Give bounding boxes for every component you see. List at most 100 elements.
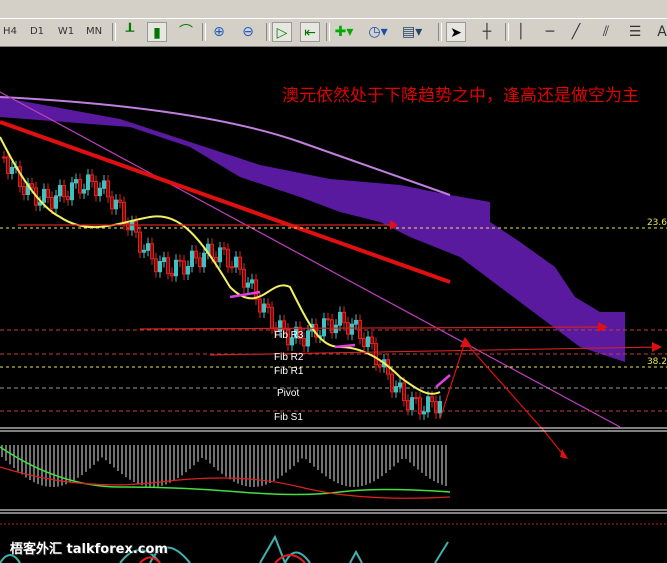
watermark-site: talkforex.com <box>66 542 168 557</box>
toolbar: H4 D1 W1 MN ┸ ▮ ⌒ ⊕ ⊖ ▷ ⇤ ✚▾ ◷▾ ▤▾ ➤ ┼ │… <box>0 0 667 47</box>
watermark: 梧客外汇 talkforex.com <box>10 538 168 557</box>
candle <box>190 250 194 267</box>
moving-average <box>0 136 441 395</box>
candlestick-icon[interactable]: ▮ <box>147 22 167 42</box>
candle <box>110 196 114 210</box>
candle <box>202 252 206 268</box>
candle <box>294 326 298 339</box>
candle <box>326 318 330 321</box>
zoom-out-icon[interactable]: ⊖ <box>242 24 254 40</box>
candle <box>406 400 410 411</box>
candle <box>186 265 190 275</box>
candle <box>62 184 66 198</box>
candle <box>90 174 94 183</box>
oscillator-line <box>0 446 451 496</box>
projection-arrows <box>18 224 661 356</box>
periods-icon[interactable]: ◷▾ <box>368 24 388 40</box>
candle <box>98 187 102 197</box>
watermark-logo: 梧客外汇 <box>10 542 63 557</box>
candle <box>58 184 62 197</box>
candle <box>394 386 398 393</box>
cursor-icon[interactable]: ➤ <box>446 22 466 42</box>
candle <box>334 324 338 334</box>
candle <box>94 181 98 197</box>
candle <box>222 247 226 250</box>
candle <box>390 373 394 393</box>
fib-r3-label: Fib R3 <box>274 330 304 341</box>
line-chart-icon[interactable]: ⌒ <box>179 24 193 40</box>
trendline-icon[interactable]: ╱ <box>571 24 581 40</box>
fibonacci-icon[interactable]: ☰ <box>628 24 642 40</box>
candle <box>230 266 234 269</box>
lower-indicator-signal <box>139 554 306 563</box>
candle <box>218 247 222 263</box>
candle <box>242 268 246 288</box>
vertical-line-icon[interactable]: │ <box>516 24 526 40</box>
candle <box>118 199 122 203</box>
candle <box>422 411 426 415</box>
separator <box>266 23 270 41</box>
candle <box>278 320 282 332</box>
cloud-area <box>0 97 625 362</box>
candle <box>354 319 358 325</box>
candle <box>298 326 302 340</box>
candle <box>78 179 82 194</box>
forecast-path <box>439 340 566 458</box>
candle <box>250 279 254 284</box>
candle <box>410 397 414 411</box>
timeframe-w1[interactable]: W1 <box>57 26 75 37</box>
candle <box>306 330 310 347</box>
candle <box>86 174 90 191</box>
autoscroll-icon[interactable]: ▷ <box>272 22 292 42</box>
candle <box>378 364 382 368</box>
equidistant-channel-icon[interactable]: ⫽ <box>602 24 610 40</box>
candle <box>226 248 230 268</box>
ma-highlight <box>229 290 451 388</box>
candle <box>130 221 134 231</box>
candle <box>330 319 334 334</box>
candle <box>246 282 250 288</box>
separator <box>202 23 206 41</box>
candle <box>66 196 70 201</box>
templates-icon[interactable]: ▤▾ <box>402 24 423 40</box>
candle <box>114 199 118 210</box>
candle <box>302 338 306 347</box>
text-tool[interactable]: A <box>657 24 667 40</box>
timeframe-d1[interactable]: D1 <box>29 26 45 37</box>
timeframe-h4[interactable]: H4 <box>3 26 17 37</box>
candle <box>350 323 354 335</box>
timeframe-mn[interactable]: MN <box>85 26 103 37</box>
candle <box>374 343 378 366</box>
candle <box>362 338 366 348</box>
separator <box>112 23 116 41</box>
candle <box>338 311 342 326</box>
candle <box>402 382 406 402</box>
candle <box>414 397 418 400</box>
level-lines <box>0 227 667 412</box>
fib-236-label: 23.6 <box>646 218 667 228</box>
arrow-head-icon <box>390 220 398 230</box>
candle <box>434 401 438 414</box>
candle <box>322 318 326 337</box>
candle <box>286 328 290 346</box>
arrow-head-icon <box>598 322 608 332</box>
candle <box>150 243 154 260</box>
zoom-in-icon[interactable]: ⊕ <box>213 24 225 40</box>
crosshair-icon[interactable]: ┼ <box>482 24 492 40</box>
separator <box>505 23 509 41</box>
oscillator-pane <box>0 445 451 499</box>
bar-chart-icon[interactable]: ┸ <box>125 24 135 40</box>
price-chart[interactable] <box>0 47 667 563</box>
candle <box>106 180 110 198</box>
candle <box>254 279 258 300</box>
arrow-head-icon <box>652 342 662 352</box>
new-indicator-icon[interactable]: ✚▾ <box>334 24 354 40</box>
candle <box>266 303 270 308</box>
candle <box>194 250 198 259</box>
horizontal-line-icon[interactable]: ─ <box>545 24 555 40</box>
fib-s1-label: Fib S1 <box>274 412 303 423</box>
candle <box>46 188 50 198</box>
candle <box>426 396 430 413</box>
chart-shift-icon[interactable]: ⇤ <box>300 22 320 42</box>
separator <box>438 23 442 41</box>
